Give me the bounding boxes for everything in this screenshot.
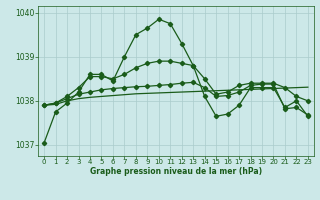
X-axis label: Graphe pression niveau de la mer (hPa): Graphe pression niveau de la mer (hPa)	[90, 167, 262, 176]
